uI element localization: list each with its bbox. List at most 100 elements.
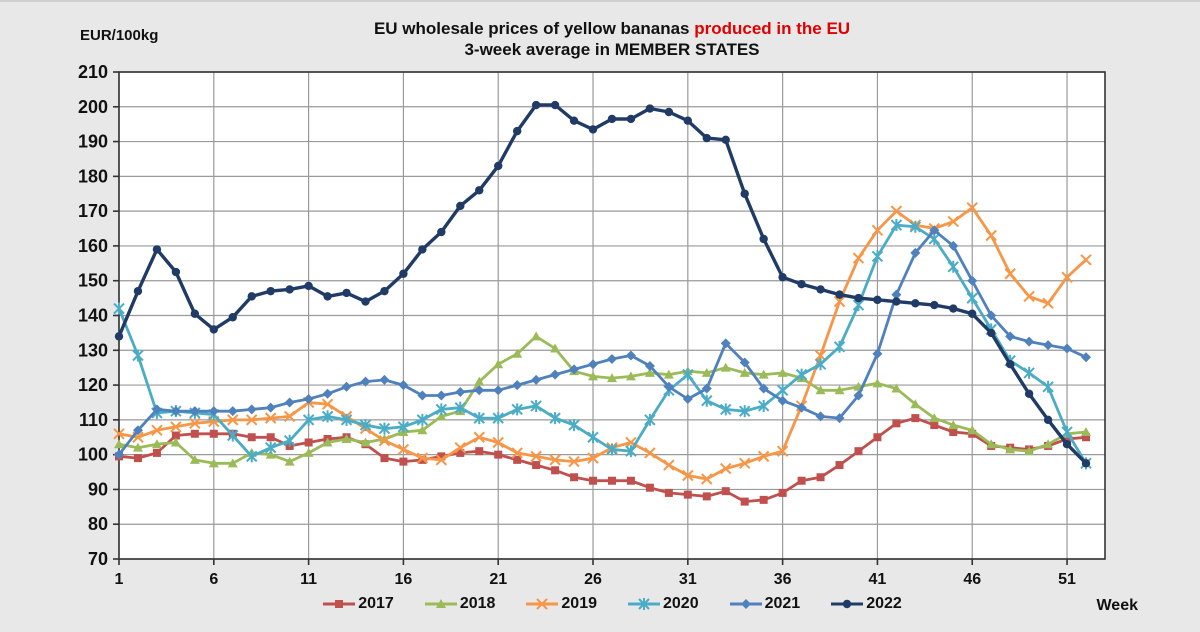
series-marker-2018 (341, 433, 352, 443)
series-marker-2021 (663, 381, 674, 392)
series-marker-2020 (492, 412, 504, 425)
series-marker-2022 (1081, 459, 1091, 468)
series-marker-2022 (702, 133, 711, 143)
series-marker-2022 (949, 304, 958, 313)
series-marker-2022 (361, 297, 370, 306)
series-marker-2022 (968, 309, 977, 318)
chart-title-line2: 3-week average in MEMBER STATES (464, 40, 760, 59)
y-tick-label: 160 (78, 236, 108, 256)
legend-marker-2022 (842, 599, 852, 609)
series-marker-2021 (512, 380, 523, 391)
series-marker-2020 (246, 450, 258, 463)
legend: 2017 2018 2019 2020 2021 2022 (119, 595, 1105, 613)
series-marker-2022 (854, 293, 863, 303)
series-marker-2018 (625, 371, 636, 381)
series-marker-2018 (929, 413, 940, 423)
series-marker-2020 (113, 302, 125, 315)
series-marker-2019 (321, 398, 334, 410)
series-marker-2018 (493, 359, 504, 369)
legend-marker-2020 (638, 598, 650, 610)
series-marker-2017 (1063, 434, 1072, 443)
series-marker-2019 (568, 455, 580, 468)
series-marker-2018 (644, 367, 655, 377)
series-marker-2019 (682, 469, 694, 482)
series-marker-2019 (454, 441, 467, 454)
series-marker-2019 (1004, 268, 1016, 280)
series-marker-2018 (720, 362, 731, 372)
series-marker-2021 (1081, 352, 1091, 363)
series-marker-2021 (417, 390, 428, 401)
series-marker-2022 (664, 107, 674, 117)
series-marker-2019 (966, 201, 978, 214)
series-marker-2021 (227, 406, 238, 417)
series-marker-2019 (283, 410, 296, 423)
series-marker-2017 (759, 495, 768, 504)
series-marker-2019 (947, 215, 959, 228)
series-marker-2017 (664, 488, 673, 497)
series-marker-2017 (702, 492, 711, 501)
series-marker-2021 (284, 397, 295, 408)
series-marker-2019 (227, 414, 239, 426)
series-marker-2022 (550, 100, 560, 110)
series-marker-2018 (834, 385, 845, 395)
series-marker-2019 (264, 412, 277, 424)
y-tick-label: 180 (78, 166, 108, 186)
series-marker-2020 (795, 368, 808, 381)
series-marker-2020 (682, 368, 694, 381)
x-tick-label: 46 (963, 571, 981, 588)
series-marker-2022 (512, 126, 522, 136)
series-marker-2021 (398, 380, 409, 391)
series-marker-2022 (304, 281, 313, 291)
series-marker-2017 (190, 429, 199, 438)
series-marker-2017 (209, 429, 218, 438)
x-tick-label: 26 (584, 571, 602, 588)
series-marker-2019 (833, 295, 846, 308)
series-marker-2018 (777, 367, 788, 377)
legend-swatch-icon-2021 (729, 599, 762, 609)
series-marker-2017 (797, 476, 806, 485)
series-marker-2019 (985, 229, 997, 242)
series-marker-2021 (303, 393, 314, 404)
series-marker-2018 (132, 442, 143, 452)
series-marker-2022 (569, 116, 579, 125)
series-marker-2018 (284, 456, 295, 466)
series-marker-2022 (228, 313, 237, 322)
series-marker-2018 (189, 454, 200, 464)
x-tick-label: 31 (679, 571, 697, 588)
series-marker-2018 (1005, 444, 1016, 454)
series-marker-2019 (435, 454, 448, 466)
x-tick-label: 36 (774, 571, 792, 588)
series-marker-2017 (380, 454, 389, 463)
series-marker-2017 (418, 455, 427, 464)
series-marker-2021 (701, 383, 712, 394)
series-marker-2022 (494, 161, 503, 171)
series-marker-2021 (625, 350, 636, 361)
series-marker-2017 (645, 483, 654, 492)
series-marker-2017 (1082, 433, 1090, 442)
series-marker-2021 (170, 406, 181, 417)
series-marker-2019 (701, 473, 713, 485)
series-marker-2020 (283, 434, 296, 447)
series-marker-2021 (379, 374, 390, 385)
series-marker-2019 (378, 435, 391, 447)
series-marker-2019 (587, 452, 599, 464)
series-marker-2020 (871, 250, 884, 263)
series-marker-2022 (759, 234, 768, 244)
series-marker-2017 (475, 447, 484, 456)
series-marker-2019 (852, 252, 865, 264)
legend-marker-2018 (435, 599, 446, 608)
series-marker-2018 (303, 447, 314, 457)
series-marker-2017 (437, 452, 446, 461)
series-marker-2020 (549, 412, 561, 425)
series-marker-2020 (701, 394, 713, 407)
series-marker-2022 (171, 267, 181, 277)
series-marker-2021 (777, 395, 788, 406)
series-marker-2019 (814, 349, 827, 362)
series-marker-2017 (266, 433, 275, 442)
series-marker-2018 (114, 439, 124, 449)
series-marker-2018 (872, 378, 883, 388)
series-marker-2017 (513, 455, 522, 464)
series-marker-2021 (1062, 343, 1073, 354)
legend-item-label: 2020 (663, 595, 699, 612)
series-marker-2021 (948, 240, 959, 251)
